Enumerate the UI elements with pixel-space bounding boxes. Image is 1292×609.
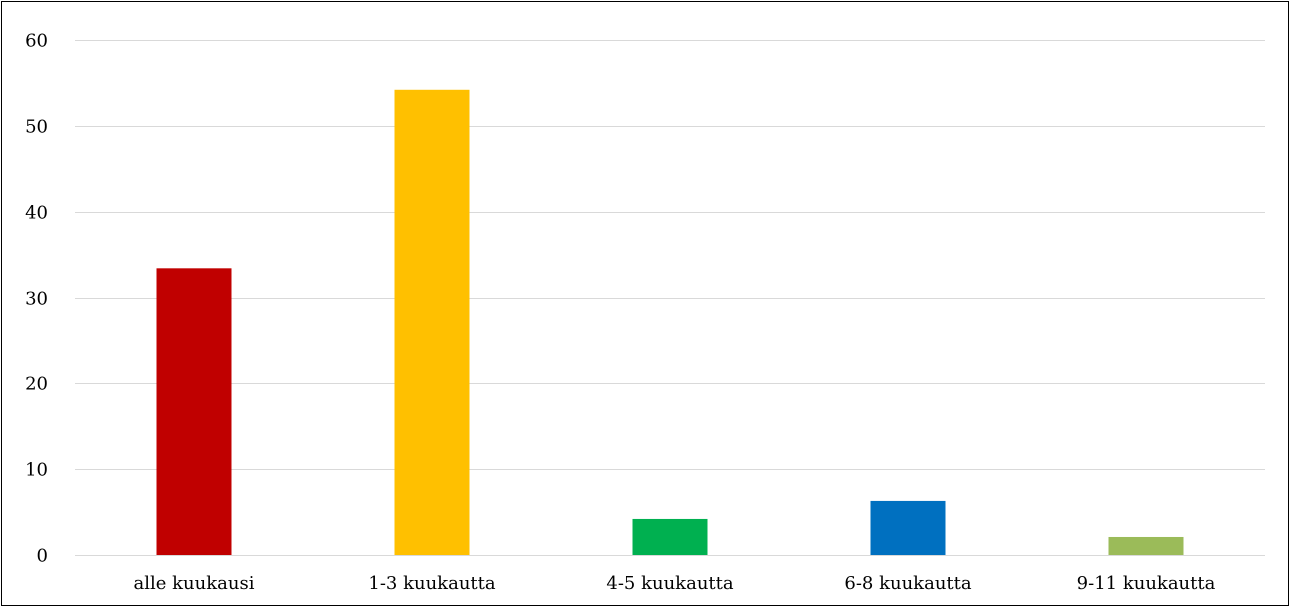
bar [394, 89, 470, 556]
bar [632, 518, 708, 555]
x-axis-tick-labels: alle kuukausi 1-3 kuukautta 4-5 kuukautta 6… [134, 573, 1216, 594]
x-tick-label: 9-11 kuukautta [1077, 573, 1216, 594]
gridlines [75, 40, 1265, 556]
x-tick-label: alle kuukausi [134, 573, 255, 594]
x-tick-label: 6-8 kuukautta [844, 573, 971, 594]
bar [1108, 536, 1184, 555]
y-tick-label: 50 [25, 117, 48, 138]
y-tick-label: 10 [25, 460, 48, 481]
y-tick-label: 20 [25, 374, 48, 395]
x-tick-label: 4-5 kuukautta [606, 573, 733, 594]
x-tick-label: 1-3 kuukautta [368, 573, 495, 594]
y-tick-label: 30 [25, 289, 48, 310]
y-tick-label: 0 [37, 546, 48, 567]
y-tick-label: 40 [25, 203, 48, 224]
y-tick-label: 60 [25, 31, 48, 52]
bars [156, 89, 1184, 556]
bar [156, 268, 232, 555]
y-axis-tick-labels: 0 10 20 30 40 50 60 [25, 31, 48, 567]
bar [870, 500, 946, 555]
